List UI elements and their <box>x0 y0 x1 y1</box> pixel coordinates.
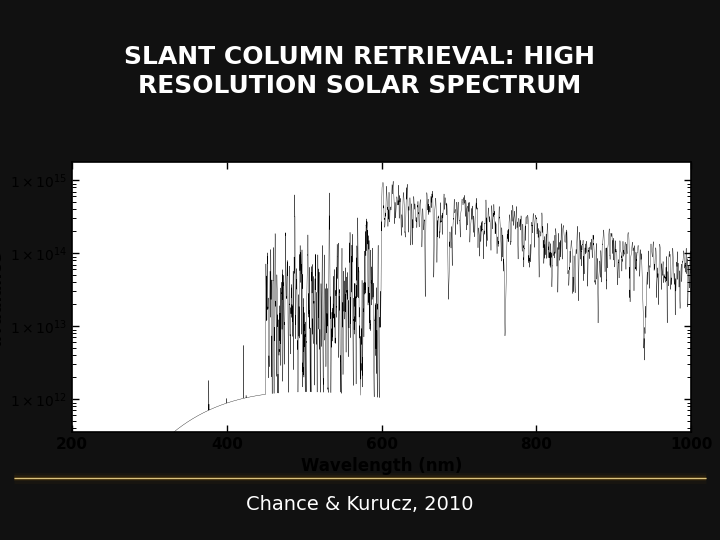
Y-axis label: Irradiance: Irradiance <box>0 249 4 345</box>
Text: Chance & Kurucz, 2010: Chance & Kurucz, 2010 <box>246 495 474 515</box>
Text: RESOLUTION SOLAR SPECTRUM: RESOLUTION SOLAR SPECTRUM <box>138 75 582 98</box>
Text: SLANT COLUMN RETRIEVAL: HIGH: SLANT COLUMN RETRIEVAL: HIGH <box>125 45 595 69</box>
X-axis label: Wavelength (nm): Wavelength (nm) <box>301 457 462 475</box>
